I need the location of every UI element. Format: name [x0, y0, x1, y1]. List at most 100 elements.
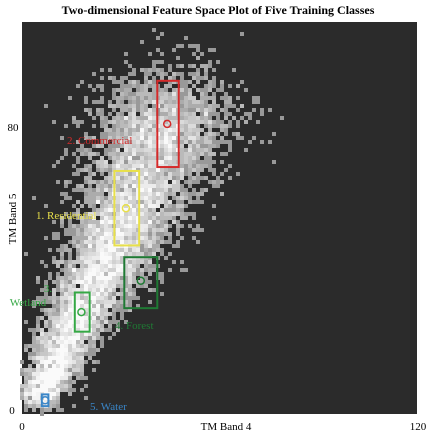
density-cell [208, 104, 212, 108]
density-cell [64, 264, 68, 268]
density-cell [52, 372, 56, 376]
density-cell [120, 256, 124, 260]
density-cell [124, 284, 128, 288]
density-cell [152, 172, 156, 176]
density-cell [64, 364, 68, 368]
density-cell [80, 312, 84, 316]
density-cell [72, 260, 76, 264]
density-cell [88, 224, 92, 228]
density-cell [124, 132, 128, 136]
density-cell [132, 140, 136, 144]
density-cell [88, 336, 92, 340]
density-cell [104, 296, 108, 300]
density-cell [184, 36, 188, 40]
density-cell [104, 260, 108, 264]
density-cell [52, 292, 56, 296]
density-cell [84, 360, 88, 364]
density-cell [88, 240, 92, 244]
density-cell [64, 336, 68, 340]
density-cell [136, 164, 140, 168]
density-cell [208, 88, 212, 92]
density-cell [108, 272, 112, 276]
density-cell [60, 316, 64, 320]
density-cell [36, 364, 40, 368]
density-cell [96, 252, 100, 256]
density-cell [36, 376, 40, 380]
density-cell [136, 284, 140, 288]
density-cell [156, 204, 160, 208]
density-cell [32, 384, 36, 388]
density-cell [164, 200, 168, 204]
density-cell [188, 160, 192, 164]
density-cell [204, 144, 208, 148]
density-cell [180, 80, 184, 84]
density-cell [64, 352, 68, 356]
density-cell [56, 288, 60, 292]
density-cell [112, 128, 116, 132]
density-cell [108, 304, 112, 308]
density-cell [60, 260, 64, 264]
density-cell [140, 176, 144, 180]
density-cell [200, 164, 204, 168]
density-cell [228, 112, 232, 116]
density-cell [80, 276, 84, 280]
density-cell [72, 280, 76, 284]
density-cell [128, 292, 132, 296]
density-cell [108, 164, 112, 168]
density-cell [72, 240, 76, 244]
density-cell [152, 164, 156, 168]
density-cell [120, 276, 124, 280]
density-cell [120, 100, 124, 104]
density-cell [84, 240, 88, 244]
density-cell [100, 308, 104, 312]
density-cell [88, 188, 92, 192]
density-cell [44, 204, 48, 208]
density-cell [100, 224, 104, 228]
density-cell [32, 380, 36, 384]
density-cell [60, 292, 64, 296]
density-cell [92, 212, 96, 216]
density-cell [196, 108, 200, 112]
density-cell [160, 32, 164, 36]
density-cell [80, 372, 84, 376]
density-cell [180, 100, 184, 104]
density-cell [64, 272, 68, 276]
density-cell [132, 224, 136, 228]
density-cell [100, 96, 104, 100]
density-cell [184, 148, 188, 152]
density-cell [156, 172, 160, 176]
density-cell [164, 144, 168, 148]
density-cell [164, 92, 168, 96]
density-cell [76, 184, 80, 188]
density-cell [148, 176, 152, 180]
density-cell [96, 144, 100, 148]
density-cell [112, 96, 116, 100]
density-cell [132, 204, 136, 208]
density-cell [36, 392, 40, 396]
density-cell [76, 232, 80, 236]
density-cell [56, 272, 60, 276]
density-cell [96, 208, 100, 212]
density-cell [268, 140, 272, 144]
density-cell [92, 160, 96, 164]
density-cell [140, 268, 144, 272]
density-cell [200, 160, 204, 164]
density-cell [208, 64, 212, 68]
density-cell [204, 156, 208, 160]
density-cell [104, 316, 108, 320]
density-cell [116, 188, 120, 192]
density-cell [56, 344, 60, 348]
density-cell [128, 196, 132, 200]
density-cell [148, 92, 152, 96]
density-cell [92, 100, 96, 104]
density-cell [112, 148, 116, 152]
density-cell [96, 316, 100, 320]
density-cell [200, 92, 204, 96]
density-cell [200, 52, 204, 56]
density-cell [180, 88, 184, 92]
density-cell [24, 344, 28, 348]
density-cell [120, 136, 124, 140]
density-cell [152, 152, 156, 156]
density-cell [100, 236, 104, 240]
density-cell [92, 72, 96, 76]
